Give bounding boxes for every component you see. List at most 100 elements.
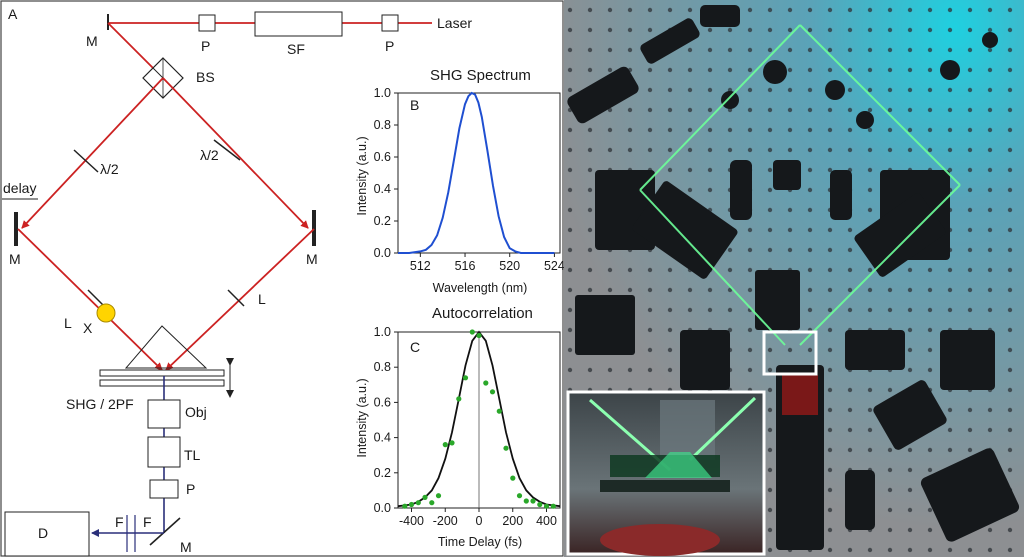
chart-c-data-point	[489, 389, 496, 395]
mirror-top-label: M	[86, 33, 98, 49]
detector-label: D	[38, 525, 48, 541]
crystal-label: X	[83, 320, 93, 336]
chart-c-data-point	[435, 493, 442, 499]
tube-lens	[147, 436, 181, 468]
chart-c-data-point	[469, 329, 475, 335]
detector	[4, 511, 90, 557]
chart-c-data-point	[456, 396, 462, 402]
crystal-x	[96, 303, 116, 323]
chart-c-data-point	[550, 503, 556, 509]
chart-c-data-point	[408, 501, 415, 508]
filter-2-label: F	[143, 514, 152, 530]
right-arm-beam	[162, 77, 309, 229]
panel-a-label: A	[8, 6, 18, 22]
chart-c-plot: -400 -200 0 200 400 0.0 0.2 0.4 0.6 0.8 1.0	[374, 325, 561, 528]
chart-b-plot: 512 516 520 524 0.0 0.2 0.4 0.6 0.8 1.0	[374, 86, 565, 273]
chart-c-ytick-label: 0.8	[374, 360, 391, 374]
left-arm-beam	[21, 77, 164, 229]
chart-b-ytick-label: 0.8	[374, 118, 391, 132]
chart-c-ytick-label: 0.6	[374, 395, 391, 409]
chart-b-xtick-label: 516	[455, 259, 476, 273]
chart-c-data-point	[483, 380, 489, 386]
chart-b-frame	[397, 92, 561, 254]
prism	[124, 325, 208, 369]
mirror-bottom-label: M	[180, 539, 192, 555]
chart-c-data-point	[516, 493, 523, 499]
half-wave-left-label: λ/2	[100, 161, 119, 177]
chart-c-data-point	[462, 375, 469, 381]
chart-c-xtick-label: 0	[476, 514, 483, 528]
chart-b-ytick-label: 0.2	[374, 214, 391, 228]
lens-left	[87, 289, 105, 307]
lens-right-label: L	[258, 291, 266, 307]
chart-c-data-point	[543, 503, 550, 509]
optical-mounts	[567, 5, 1020, 550]
chart-b: SHG Spectrum B Intensity (a.u.) Waveleng…	[355, 67, 565, 295]
objective-label: Obj	[185, 404, 207, 420]
chart-c-xtick-label: -400	[399, 514, 424, 528]
chart-c-data-point	[530, 498, 536, 504]
chart-b-xlabel: Wavelength (nm)	[433, 281, 528, 295]
chart-c-data-point	[402, 503, 408, 509]
chart-b-xtick-label: 524	[544, 259, 565, 273]
green-beams	[639, 24, 961, 346]
panel-a-border	[0, 0, 564, 557]
chart-c-data-point	[537, 501, 543, 508]
chart-c-title: Autocorrelation	[432, 305, 533, 322]
objective	[147, 399, 181, 429]
delay-label: delay	[3, 180, 36, 196]
polarizer-1	[198, 14, 216, 32]
chart-c-data-point	[523, 498, 529, 504]
half-wave-right	[213, 139, 241, 161]
tube-lens-label: TL	[184, 447, 201, 463]
chart-c-ytick-label: 0.4	[374, 431, 391, 445]
sample-slide-bottom	[99, 379, 225, 387]
mirror-right-label: M	[306, 251, 318, 267]
beam-splitter-label: BS	[196, 69, 215, 85]
half-wave-left	[73, 149, 99, 173]
chart-b-title: SHG Spectrum	[430, 67, 531, 84]
chart-b-ytick-label: 0.0	[374, 246, 391, 260]
chart-c-data-point	[510, 475, 516, 481]
chart-c-data-point	[476, 332, 482, 339]
left-converging-beam	[17, 228, 163, 371]
polarizer-3	[149, 479, 179, 499]
chart-c-xtick-label: -200	[433, 514, 458, 528]
chart-c-ytick-label: 1.0	[374, 325, 391, 339]
chart-c-xlabel: Time Delay (fs)	[438, 535, 522, 549]
chart-b-xtick-label: 512	[410, 259, 431, 273]
chart-b-ylabel: Intensity (a.u.)	[355, 136, 369, 215]
filter-1-label: F	[115, 514, 124, 530]
lens-right	[227, 289, 245, 307]
chart-c-xtick-label: 400	[536, 514, 557, 528]
chart-b-series-line	[398, 91, 555, 254]
chart-c-ytick-label: 0.0	[374, 501, 391, 515]
spatial-filter	[254, 11, 343, 37]
chart-c-data-point	[429, 500, 435, 506]
chart-b-ytick-label: 0.6	[374, 150, 391, 164]
right-converging-beam	[165, 228, 315, 371]
highlight-box	[762, 330, 818, 376]
polarizer-2-label: P	[385, 38, 394, 54]
chart-c-data-point	[422, 494, 428, 500]
lens-left-label: L	[64, 315, 72, 331]
chart-c-data-point	[449, 440, 455, 446]
sample-slide-top	[99, 369, 225, 377]
chart-c-data-point	[442, 442, 448, 448]
chart-c-data-point	[496, 408, 502, 414]
chart-b-ytick-label: 1.0	[374, 86, 391, 100]
chart-c: Autocorrelation C Intensity (a.u.) Time …	[355, 305, 561, 549]
half-wave-right-label: λ/2	[200, 147, 219, 163]
mirror-left-label: M	[9, 251, 21, 267]
objective-red	[782, 375, 818, 415]
sample-label: SHG / 2PF	[66, 396, 134, 412]
polarizer-3-label: P	[186, 481, 195, 497]
chart-c-data-point	[503, 445, 509, 451]
chart-b-ytick-label: 0.4	[374, 182, 391, 196]
chart-b-xtick-label: 520	[499, 259, 520, 273]
chart-c-data-point	[415, 500, 421, 506]
chart-c-panel-label: C	[410, 339, 420, 355]
panel-a-schematic: A M Laser P SF P BS λ/2 M delay λ/2	[0, 0, 564, 557]
spatial-filter-label: SF	[287, 41, 305, 57]
